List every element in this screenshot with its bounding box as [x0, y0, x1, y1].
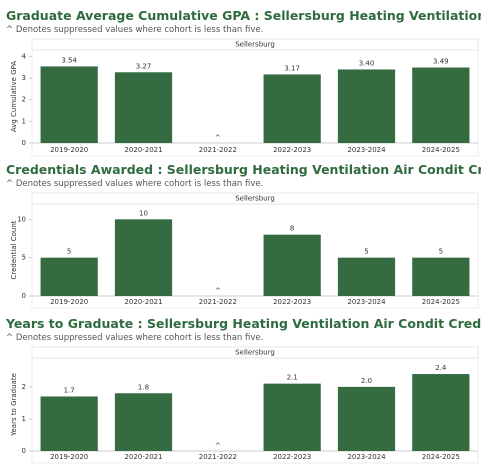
- value-label: 2.1: [287, 374, 298, 382]
- y-tick-label: 0: [22, 292, 26, 300]
- x-tick-label: 2022-2023: [273, 453, 311, 461]
- x-tick-label: 2019-2020: [50, 453, 88, 461]
- x-tick-label: 2020-2021: [124, 146, 162, 154]
- value-label: ^: [215, 287, 221, 295]
- value-label: 3.27: [136, 62, 152, 70]
- panel-frame: [31, 49, 479, 157]
- panel-label: Sellersburg: [235, 195, 275, 203]
- value-label: 2.4: [435, 364, 447, 372]
- value-label: 8: [290, 225, 294, 233]
- bar: [40, 66, 98, 143]
- value-label: 2.0: [361, 377, 372, 385]
- y-tick-label: 4: [22, 52, 27, 60]
- y-tick-label: 1: [22, 415, 26, 423]
- value-label: 5: [439, 248, 443, 256]
- value-label: 5: [364, 248, 368, 256]
- bar: [114, 219, 173, 296]
- bar: [337, 257, 396, 296]
- y-axis-label: Years to Graduate: [10, 373, 18, 437]
- chart-subtitle: ^ Denotes suppressed values where cohort…: [6, 333, 263, 343]
- value-label: 10: [139, 209, 148, 217]
- x-tick-label: 2021-2022: [199, 453, 237, 461]
- x-tick-label: 2024-2025: [422, 146, 460, 154]
- panel-frame: [31, 357, 479, 464]
- x-tick-label: 2021-2022: [199, 298, 237, 306]
- x-tick-label: 2023-2024: [347, 146, 386, 154]
- bar: [412, 67, 470, 143]
- x-tick-label: 2019-2020: [50, 146, 88, 154]
- y-axis-label: Avg Cumulative GPA: [10, 61, 18, 133]
- bar: [337, 69, 396, 143]
- x-tick-label: 2024-2025: [422, 453, 460, 461]
- bar: [40, 396, 98, 451]
- value-label: ^: [215, 442, 221, 450]
- panel-frame: [31, 203, 479, 309]
- value-label: 3.17: [284, 64, 300, 72]
- x-tick-label: 2023-2024: [347, 453, 386, 461]
- panel-label: Sellersburg: [235, 41, 275, 49]
- x-tick-label: 2021-2022: [199, 146, 237, 154]
- y-tick-label: 0: [22, 139, 26, 147]
- bar: [412, 374, 470, 451]
- value-label: ^: [215, 134, 221, 142]
- value-label: 3.40: [359, 59, 375, 67]
- y-tick-label: 0: [22, 447, 26, 455]
- chart-title: Graduate Average Cumulative GPA : Seller…: [6, 8, 481, 23]
- bar: [263, 234, 321, 296]
- value-label: 1.8: [138, 383, 149, 391]
- x-tick-label: 2024-2025: [422, 298, 460, 306]
- value-label: 5: [67, 248, 71, 256]
- y-tick-label: 5: [22, 254, 26, 262]
- x-tick-label: 2020-2021: [124, 453, 162, 461]
- value-label: 3.49: [433, 58, 449, 66]
- bar: [114, 393, 173, 451]
- panel-label: Sellersburg: [235, 349, 275, 357]
- bar: [263, 383, 321, 451]
- chart-subtitle: ^ Denotes suppressed values where cohort…: [6, 25, 263, 35]
- bar: [114, 72, 173, 143]
- y-axis-label: Credential Count: [10, 220, 18, 279]
- y-tick-label: 3: [22, 74, 26, 82]
- bar: [412, 257, 470, 296]
- chart-subtitle: ^ Denotes suppressed values where cohort…: [6, 179, 263, 189]
- value-label: 3.54: [61, 56, 77, 64]
- y-tick-label: 10: [17, 215, 26, 223]
- y-tick-label: 2: [22, 96, 26, 104]
- value-label: 1.7: [64, 386, 75, 394]
- x-tick-label: 2019-2020: [50, 298, 88, 306]
- chart-title: Years to Graduate : Sellersburg Heating …: [5, 316, 481, 331]
- bar: [40, 257, 98, 296]
- y-tick-label: 1: [22, 117, 26, 125]
- x-tick-label: 2020-2021: [124, 298, 162, 306]
- bar: [337, 386, 396, 451]
- x-tick-label: 2022-2023: [273, 298, 311, 306]
- chart-title: Credentials Awarded : Sellersburg Heatin…: [6, 162, 481, 177]
- y-tick-label: 2: [22, 383, 26, 391]
- x-tick-label: 2023-2024: [347, 298, 386, 306]
- bar: [263, 74, 321, 143]
- x-tick-label: 2022-2023: [273, 146, 311, 154]
